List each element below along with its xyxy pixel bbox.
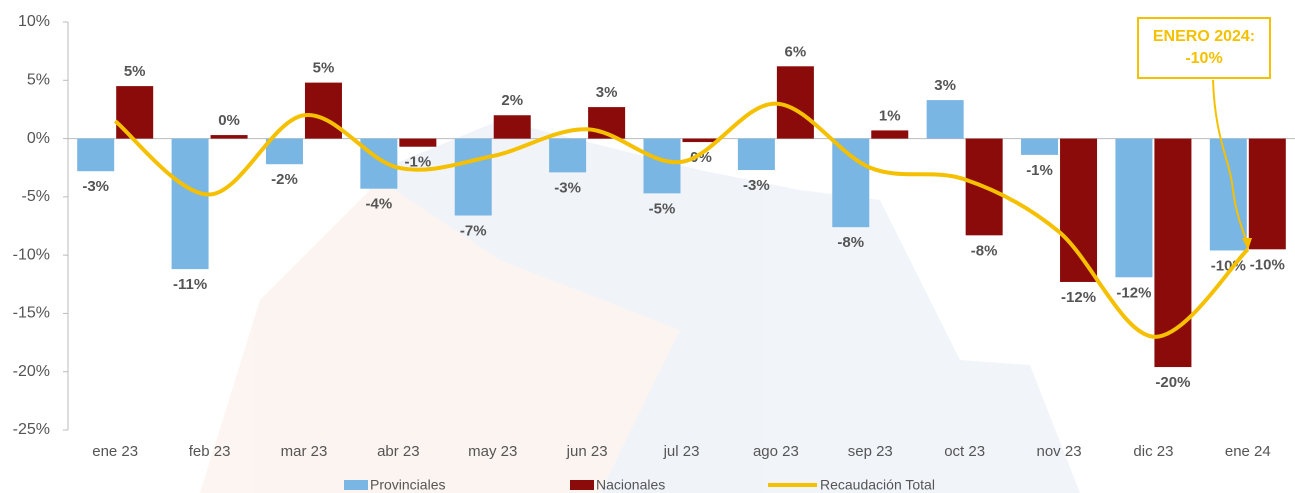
bar (644, 139, 681, 194)
x-tick-label: dic 23 (1133, 443, 1173, 460)
x-tick-label: ene 24 (1225, 443, 1271, 460)
x-tick-label: abr 23 (377, 443, 420, 460)
data-label: -5% (649, 200, 676, 217)
x-tick-label: feb 23 (189, 443, 231, 460)
bar (1060, 139, 1097, 282)
data-label: -12% (1061, 289, 1096, 306)
bar (549, 139, 586, 173)
bar (927, 100, 964, 138)
bar (211, 135, 248, 138)
legend-label: Nacionales (596, 477, 665, 493)
data-label: 1% (879, 107, 901, 124)
bar (1021, 139, 1058, 155)
bar (738, 139, 775, 170)
annotation-box (1138, 18, 1270, 78)
bar (172, 139, 209, 270)
data-label: -3% (743, 177, 770, 194)
bar (1210, 139, 1247, 251)
x-tick-label: jun 23 (566, 443, 608, 460)
data-label: -3% (82, 178, 109, 195)
data-label: -1% (1026, 162, 1053, 179)
data-label: 5% (124, 63, 146, 80)
x-tick-label: sep 23 (848, 443, 893, 460)
annotation-text: -10% (1185, 50, 1222, 67)
bar (777, 66, 814, 138)
bar (1115, 139, 1152, 278)
data-label: -3% (554, 179, 581, 196)
y-tick-label: -5% (22, 188, 50, 205)
x-tick-label: jul 23 (663, 443, 700, 460)
data-label: 6% (785, 43, 807, 60)
x-tick-label: ago 23 (753, 443, 799, 460)
bar (1249, 139, 1286, 250)
legend-swatch (570, 480, 594, 490)
y-tick-label: -10% (13, 246, 50, 263)
data-label: -4% (366, 196, 393, 213)
bar (116, 86, 153, 138)
bar (266, 139, 303, 165)
x-tick-label: mar 23 (281, 443, 328, 460)
chart: -25% -20% -15% -10% -5% 0% 5% 10% ene 23 -3% 5% feb… (0, 0, 1295, 493)
x-tick-label: oct 23 (944, 443, 985, 460)
x-tick-label: nov 23 (1037, 443, 1082, 460)
annotation-text: ENERO 2024: (1153, 28, 1255, 45)
y-tick-label: 10% (18, 13, 50, 30)
data-label: -8% (837, 234, 864, 251)
data-label: -10% (1250, 256, 1285, 273)
bar (305, 83, 342, 139)
x-tick-label: ene 23 (92, 443, 138, 460)
y-tick-label: 0% (27, 130, 50, 147)
y-tick-label: -15% (13, 305, 50, 322)
legend-label: Provinciales (370, 477, 445, 493)
data-label: 0% (218, 112, 240, 129)
data-label: -2% (271, 171, 298, 188)
data-label: 3% (934, 77, 956, 94)
data-label: -11% (173, 276, 207, 293)
bar (494, 115, 531, 138)
data-label: -12% (1116, 284, 1151, 301)
data-label: 5% (313, 60, 335, 77)
data-label: 2% (501, 92, 523, 109)
y-tick-label: -20% (13, 363, 50, 380)
data-label: -8% (971, 242, 998, 259)
data-label: -7% (460, 222, 487, 239)
bar (77, 139, 114, 172)
bar (832, 139, 869, 228)
data-label: 3% (596, 84, 618, 101)
bar (455, 139, 492, 216)
bar (871, 130, 908, 138)
legend-label: Recaudación Total (820, 477, 935, 493)
y-tick-label: 5% (27, 72, 50, 89)
legend-swatch (344, 480, 368, 490)
data-label: -20% (1155, 374, 1190, 391)
x-tick-label: may 23 (468, 443, 517, 460)
bar (399, 139, 436, 147)
y-tick-label: -25% (13, 421, 50, 438)
